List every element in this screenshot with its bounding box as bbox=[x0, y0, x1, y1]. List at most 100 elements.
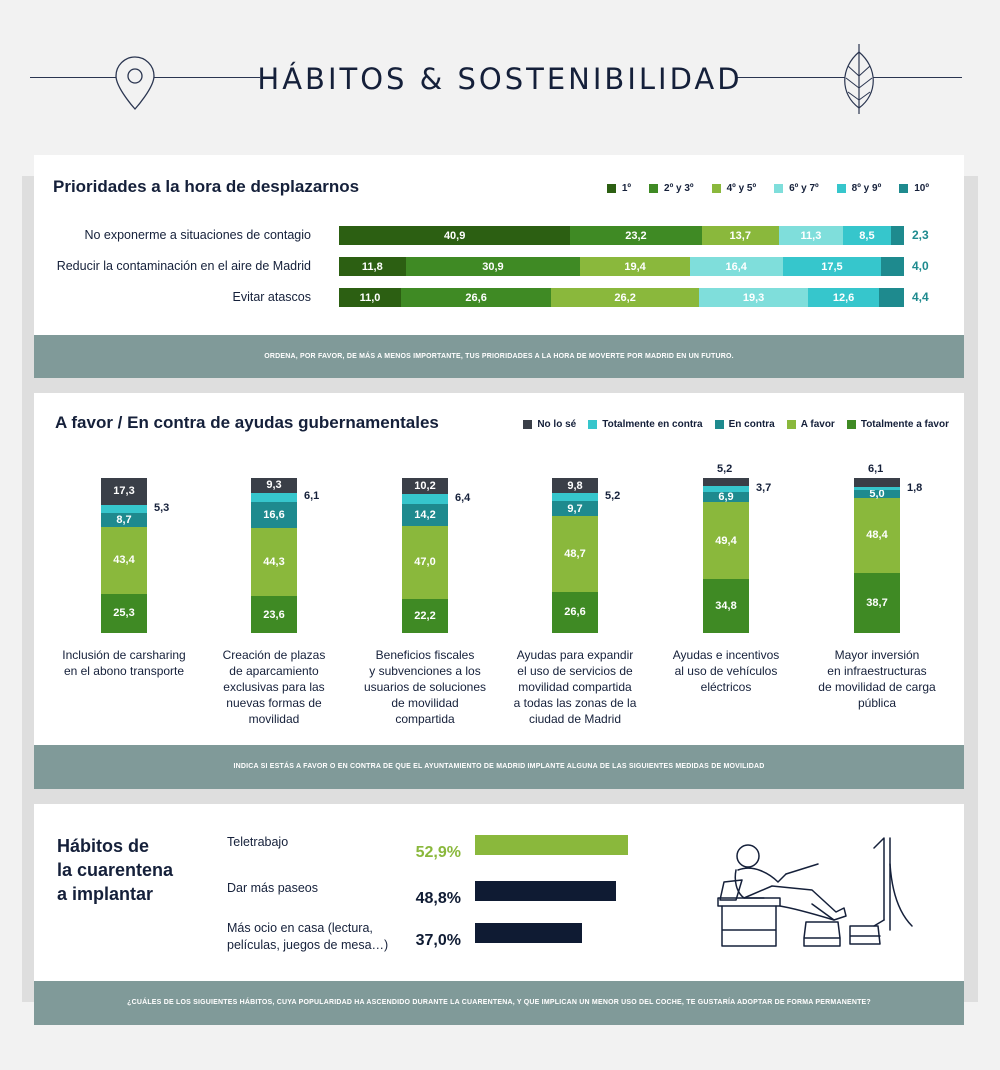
legend-swatch bbox=[899, 184, 909, 193]
legend-item: 6º y 7º bbox=[774, 183, 819, 194]
legend-item: 4º y 5º bbox=[711, 183, 756, 194]
legend-item: Totalmente a favor bbox=[846, 419, 949, 430]
bar-segment: 11,8 bbox=[339, 257, 406, 276]
legend-label: 2º y 3º bbox=[664, 183, 694, 194]
legend-swatch bbox=[714, 420, 724, 429]
column-segment: 17,3 bbox=[101, 478, 147, 505]
legend-label: Totalmente en contra bbox=[602, 419, 703, 430]
caption-line: compartida bbox=[395, 712, 455, 726]
column-segment: 48,4 bbox=[854, 497, 900, 573]
bar-segment: 11,0 bbox=[339, 288, 402, 307]
bar-segment: 8,5 bbox=[842, 226, 891, 245]
stacked-column: 34,8 49,4 6,9 bbox=[703, 393, 749, 633]
habitos-title: Hábitos de la cuarentena a implantar bbox=[57, 834, 173, 906]
column-segment bbox=[101, 504, 147, 514]
column-segment: 26,6 bbox=[552, 591, 598, 633]
habit-bar bbox=[475, 881, 617, 901]
habit-label-line: películas, juegos de mesa…) bbox=[227, 938, 389, 952]
legend-label: 6º y 7º bbox=[789, 183, 819, 194]
caption-line: a todas las zonas de la bbox=[513, 696, 637, 710]
caption-line: Beneficios fiscales bbox=[375, 648, 475, 662]
legend-item: A favor bbox=[786, 419, 835, 430]
habit-label-line: Más ocio en casa (lectura, bbox=[227, 921, 373, 935]
column-segment: 9,3 bbox=[251, 478, 297, 493]
legend-item: 10º bbox=[899, 183, 929, 194]
value-label: 6,1 bbox=[868, 463, 884, 475]
legend-item: En contra bbox=[714, 419, 775, 430]
habitos-title-line: Hábitos de bbox=[57, 836, 150, 856]
bar-segment: 11,3 bbox=[778, 226, 843, 245]
habitos-title-line: la cuarentena bbox=[57, 860, 174, 880]
habitos-footer: ¿CUÁLES DE LOS SIGUIENTES HÁBITOS, CUYA … bbox=[34, 981, 964, 1025]
legend-item: 8º y 9º bbox=[836, 183, 882, 194]
column-caption: Beneficios fiscales y subvenciones a los u… bbox=[350, 647, 500, 727]
habit-percent: 37,0% bbox=[415, 932, 461, 949]
legend-swatch bbox=[606, 184, 616, 193]
caption-line: de movilidad bbox=[391, 696, 459, 710]
row-label: No exponerme a situaciones de contagio bbox=[84, 228, 311, 242]
bar-segment: 30,9 bbox=[405, 257, 581, 276]
habit-label: Teletrabajo bbox=[227, 834, 288, 851]
legend-swatch bbox=[588, 420, 598, 429]
habit-bar bbox=[475, 835, 628, 855]
column-segment bbox=[854, 478, 900, 488]
caption-line: movilidad bbox=[248, 712, 300, 726]
caption-line: eléctricos bbox=[700, 680, 752, 694]
caption-line: usuarios de soluciones bbox=[363, 680, 487, 694]
priorities-card: Prioridades a la hora de desplazarnos 1º… bbox=[34, 155, 964, 378]
value-label: 1,8 bbox=[907, 481, 923, 494]
legend-label: 8º y 9º bbox=[851, 183, 882, 194]
column-segment bbox=[703, 478, 749, 487]
column-segment bbox=[251, 492, 297, 503]
ayudas-title: A favor / En contra de ayudas gubernamen… bbox=[55, 413, 439, 432]
caption-line: de aparcamiento bbox=[229, 664, 319, 678]
column-caption: Creación de plazas de aparcamiento exclusi… bbox=[199, 647, 349, 727]
legend-label: No lo sé bbox=[537, 419, 577, 430]
ayudas-card: A favor / En contra de ayudas gubernamen… bbox=[34, 393, 964, 789]
legend-label: Totalmente a favor bbox=[860, 419, 949, 430]
legend-swatch bbox=[774, 184, 784, 193]
column-segment: 14,2 bbox=[402, 503, 448, 526]
column-caption: Ayudas e incentivos al uso de vehículos el… bbox=[651, 647, 801, 695]
value-label: 4,0 bbox=[912, 259, 929, 273]
caption-line: y subvenciones a los bbox=[369, 664, 481, 678]
column-caption: Mayor inversión en infraestructuras de mov… bbox=[802, 647, 952, 711]
caption-line: ciudad de Madrid bbox=[528, 712, 622, 726]
legend-swatch bbox=[523, 420, 533, 429]
column-segment bbox=[552, 493, 598, 502]
page-title: HÁBITOS & SOSTENIBILIDAD bbox=[257, 62, 743, 96]
bar-segment bbox=[890, 226, 904, 245]
legend-label: A favor bbox=[800, 419, 835, 430]
value-label: 6,4 bbox=[455, 491, 471, 504]
value-label: 5,2 bbox=[717, 463, 733, 475]
legend-item: Totalmente en contra bbox=[588, 419, 703, 430]
column-caption: Inclusión de carsharing en el abono trans… bbox=[49, 647, 199, 679]
row-label: Evitar atascos bbox=[232, 290, 311, 304]
habitos-title-line: a implantar bbox=[57, 884, 154, 904]
bar-segment: 40,9 bbox=[339, 226, 571, 245]
column-segment bbox=[703, 486, 749, 492]
column-segment: 9,7 bbox=[552, 501, 598, 517]
stacked-column: 38,7 48,4 5,0 bbox=[854, 393, 900, 633]
column-segment: 10,2 bbox=[402, 478, 448, 494]
caption-line: Ayudas e incentivos bbox=[672, 648, 780, 662]
stacked-column: 23,6 44,3 16,6 9,3 bbox=[251, 393, 297, 633]
column-segment: 9,8 bbox=[552, 478, 598, 494]
bar-segment: 13,7 bbox=[701, 226, 779, 245]
column-segment bbox=[854, 487, 900, 491]
caption-line: Inclusión de carsharing bbox=[62, 648, 186, 662]
bar-segment: 19,4 bbox=[580, 257, 690, 276]
habit-label-line: Teletrabajo bbox=[227, 835, 289, 849]
legend-swatch bbox=[711, 184, 721, 193]
priorities-footer: ORDENA, POR FAVOR, DE MÁS A MENOS IMPORT… bbox=[34, 335, 964, 378]
caption-line: exclusivas para las bbox=[223, 680, 325, 694]
ayudas-legend: No lo sé Totalmente en contra En contra A f… bbox=[523, 419, 949, 430]
column-segment: 47,0 bbox=[402, 525, 448, 599]
bar-segment: 26,6 bbox=[401, 288, 552, 307]
bar-segment: 26,2 bbox=[551, 288, 700, 307]
column-segment: 23,6 bbox=[251, 596, 297, 633]
caption-line: Mayor inversión bbox=[834, 648, 920, 662]
legend-swatch bbox=[786, 420, 796, 429]
location-pin-icon bbox=[115, 56, 155, 110]
bar-segment: 16,4 bbox=[689, 257, 783, 276]
